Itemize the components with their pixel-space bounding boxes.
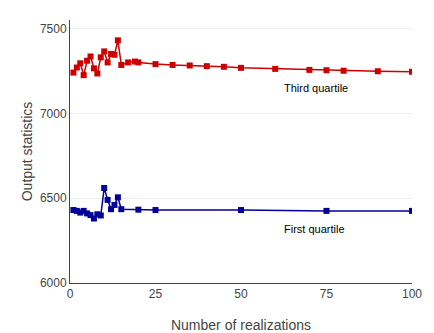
svg-text:7000: 7000	[40, 107, 67, 121]
svg-text:0: 0	[67, 287, 74, 301]
svg-text:100: 100	[402, 287, 422, 301]
svg-text:First quartile: First quartile	[284, 223, 345, 235]
svg-text:50: 50	[234, 287, 248, 301]
svg-text:6000: 6000	[40, 276, 67, 290]
svg-text:6500: 6500	[40, 191, 67, 205]
svg-text:Output statistics: Output statistics	[19, 102, 35, 202]
svg-text:75: 75	[320, 287, 334, 301]
svg-text:25: 25	[149, 287, 163, 301]
svg-text:Number of realizations: Number of realizations	[171, 317, 311, 333]
svg-text:7500: 7500	[40, 22, 67, 36]
svg-text:Third quartile: Third quartile	[284, 82, 348, 94]
